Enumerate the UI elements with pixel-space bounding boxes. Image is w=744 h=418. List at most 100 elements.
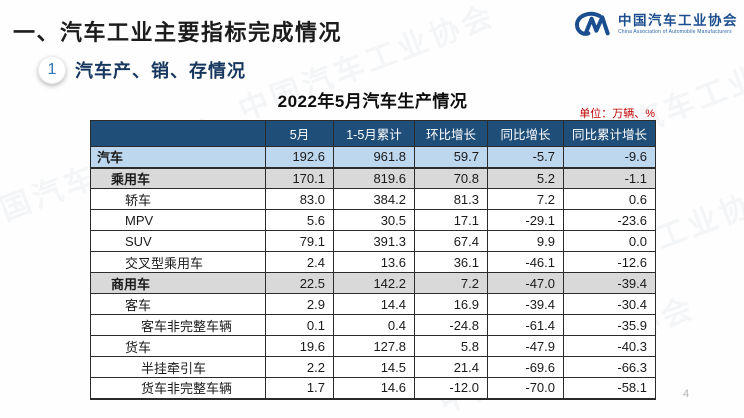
- org-logo: 中国汽车工业协会 China Association of Automobile…: [573, 10, 738, 38]
- cell-value: -39.4: [487, 293, 564, 315]
- cell-value: -46.1: [487, 251, 564, 273]
- cell-value: 7.2: [414, 272, 488, 294]
- cell-value: 14.5: [333, 356, 415, 378]
- column-header: 环比增长: [414, 120, 488, 147]
- org-logo-text: 中国汽车工业协会 China Association of Automobile…: [618, 10, 738, 36]
- page-number: 4: [683, 388, 690, 400]
- cell-value: 81.3: [414, 188, 488, 210]
- row-label: MPV: [90, 209, 266, 231]
- row-label: 客车非完整车辆: [90, 314, 266, 336]
- cell-value: 7.2: [487, 188, 564, 210]
- table-row: 汽车 192.6 961.8 59.7 -5.7 -9.6: [90, 146, 656, 169]
- subsection-heading: 1 汽车产、销、存情况: [38, 56, 246, 84]
- column-header: 同比累计增长: [563, 120, 656, 147]
- row-label: 交叉型乘用车: [90, 251, 266, 273]
- cell-value: -66.3: [563, 356, 656, 378]
- table-row: 货车非完整车辆 1.7 14.6 -12.0 -70.0 -58.1: [90, 377, 656, 400]
- cell-value: 67.4: [414, 230, 488, 252]
- table-row: SUV 79.1 391.3 67.4 9.9 0.0: [90, 230, 656, 252]
- row-label: 轿车: [90, 188, 266, 210]
- cell-value: 19.6: [265, 335, 334, 357]
- page-title: 一、汽车工业主要指标完成情况: [13, 20, 343, 45]
- column-header: [90, 120, 266, 147]
- cell-value: -12.0: [414, 377, 488, 400]
- cell-value: -9.6: [563, 146, 656, 169]
- table-title: 2022年5月汽车生产情况: [277, 92, 468, 111]
- cell-value: -24.8: [414, 314, 488, 336]
- cell-value: 22.5: [265, 272, 334, 294]
- caam-cm-logo-icon: [574, 11, 610, 36]
- cell-value: 961.8: [333, 146, 415, 169]
- cell-value: 70.8: [414, 167, 488, 189]
- cell-value: 0.0: [563, 230, 656, 252]
- cell-value: 21.4: [414, 356, 488, 378]
- cell-value: -40.3: [563, 335, 656, 357]
- cell-value: -69.6: [487, 356, 564, 378]
- cell-value: -1.1: [563, 167, 656, 189]
- cell-value: 170.1: [265, 167, 334, 189]
- org-name-cn: 中国汽车工业协会: [618, 13, 738, 28]
- cell-value: 0.4: [333, 314, 415, 336]
- row-label: 汽车: [90, 146, 266, 169]
- row-label: 货车非完整车辆: [90, 377, 266, 400]
- cell-value: 2.4: [265, 251, 334, 273]
- table-row: 半挂牵引车 2.2 14.5 21.4 -69.6 -66.3: [90, 356, 656, 378]
- column-header: 5月: [265, 120, 334, 147]
- production-table: 5月 1-5月累计 环比增长 同比增长 同比累计增长 汽车 192.6 961.8 59.7-…: [90, 120, 656, 400]
- cell-value: 16.9: [414, 293, 488, 315]
- cell-value: 0.1: [265, 314, 334, 336]
- table-row: 客车非完整车辆 0.1 0.4 -24.8 -61.4 -35.9: [90, 314, 656, 336]
- table-row: 货车 19.6 127.8 5.8 -47.9 -40.3: [90, 335, 656, 357]
- cell-value: 14.4: [333, 293, 415, 315]
- table-row: 交叉型乘用车 2.4 13.6 36.1 -46.1 -12.6: [90, 251, 656, 273]
- cell-value: 391.3: [333, 230, 415, 252]
- subsection-label: 汽车产、销、存情况: [75, 61, 246, 81]
- org-name-en: China Association of Automobile Manufact…: [618, 28, 732, 35]
- cell-value: 5.8: [414, 335, 488, 357]
- cell-value: -39.4: [563, 272, 656, 294]
- cell-value: 5.6: [265, 209, 334, 231]
- row-label: 客车: [90, 293, 266, 315]
- cell-value: 5.2: [487, 167, 564, 189]
- cell-value: 127.8: [333, 335, 415, 357]
- cell-value: 0.6: [563, 188, 656, 210]
- table-row: 轿车 83.0 384.2 81.3 7.2 0.6: [90, 188, 656, 210]
- cell-value: 384.2: [333, 188, 415, 210]
- table-row: 乘用车 170.1 819.6 70.8 5.2 -1.1: [90, 167, 656, 189]
- row-label: SUV: [90, 230, 266, 252]
- cell-value: 2.2: [265, 356, 334, 378]
- cell-value: 2.9: [265, 293, 334, 315]
- cell-value: 59.7: [414, 146, 488, 169]
- cell-value: 14.6: [333, 377, 415, 400]
- cell-value: 79.1: [265, 230, 334, 252]
- row-label: 半挂牵引车: [90, 356, 266, 378]
- cell-value: -61.4: [487, 314, 564, 336]
- cell-value: -29.1: [487, 209, 564, 231]
- table-body: 汽车 192.6 961.8 59.7 -5.7 -9.6 乘用车 170.1 819.6 70.…: [90, 146, 656, 400]
- row-label: 货车: [90, 335, 266, 357]
- cell-value: -30.4: [563, 293, 656, 315]
- column-header: 同比增长: [487, 120, 564, 147]
- cell-value: 13.6: [333, 251, 415, 273]
- cell-value: -35.9: [563, 314, 656, 336]
- subsection-number-badge: 1: [38, 56, 66, 84]
- cell-value: -23.6: [563, 209, 656, 231]
- cell-value: -47.9: [487, 335, 564, 357]
- cell-value: -5.7: [487, 146, 564, 169]
- cell-value: -12.6: [563, 251, 656, 273]
- cell-value: 30.5: [333, 209, 415, 231]
- cell-value: 192.6: [265, 146, 334, 169]
- unit-note: 单位：万辆、%: [579, 108, 655, 120]
- cell-value: 1.7: [265, 377, 334, 400]
- column-header: 1-5月累计: [333, 120, 415, 147]
- cell-value: 819.6: [333, 167, 415, 189]
- cell-value: 83.0: [265, 188, 334, 210]
- cell-value: 17.1: [414, 209, 488, 231]
- table-row: 商用车 22.5 142.2 7.2 -47.0 -39.4: [90, 272, 656, 294]
- table-row: MPV 5.6 30.5 17.1 -29.1 -23.6: [90, 209, 656, 231]
- cell-value: -58.1: [563, 377, 656, 400]
- cell-value: 9.9: [487, 230, 564, 252]
- row-label: 乘用车: [90, 167, 266, 189]
- table-header-row: 5月 1-5月累计 环比增长 同比增长 同比累计增长: [90, 120, 656, 147]
